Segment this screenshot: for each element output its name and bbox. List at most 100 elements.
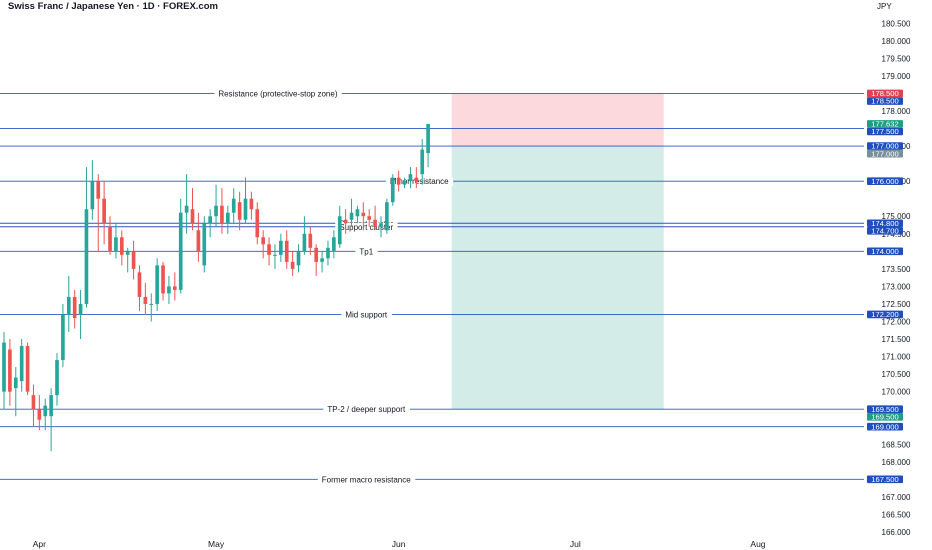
price-tick: 173.500	[882, 265, 911, 274]
candle-body	[66, 296, 71, 315]
candle	[320, 251, 324, 273]
level-label: Support cluster	[339, 223, 393, 232]
candle-body	[349, 212, 354, 220]
price-tick: 166.500	[882, 510, 911, 519]
candle	[373, 205, 377, 231]
price-tag-text: 177.632	[871, 119, 898, 128]
candle-body	[131, 251, 136, 269]
candle-body	[2, 342, 6, 392]
price-tag-text: 174.000	[871, 247, 898, 256]
candle	[19, 339, 24, 392]
price-tag: 174.800	[867, 219, 903, 228]
candle-body	[78, 303, 83, 315]
candle	[37, 395, 42, 431]
candle	[96, 174, 101, 252]
candle	[379, 216, 383, 238]
level-label-bg	[355, 247, 378, 257]
target-zone	[451, 146, 664, 410]
price-tick: 178.000	[882, 107, 911, 116]
level-label-bg	[385, 177, 454, 187]
price-tick: 175.000	[882, 212, 911, 221]
price-tag-text: 172.200	[871, 310, 898, 319]
price-tag-text: 169.500	[871, 405, 898, 414]
price-tag-bg	[867, 149, 903, 158]
price-tick: 172.000	[882, 317, 911, 326]
price-tag-text: 177.500	[871, 127, 898, 136]
candle	[13, 367, 18, 417]
candle	[78, 289, 83, 340]
price-tick: 167.000	[882, 493, 911, 502]
candle	[420, 139, 425, 185]
price-tick: 179.000	[882, 72, 911, 81]
candle	[190, 188, 195, 231]
candle	[214, 184, 218, 227]
position-tool[interactable]	[451, 93, 664, 410]
candle-body	[155, 265, 159, 304]
candle	[90, 160, 95, 220]
candle-body	[125, 251, 130, 255]
candle-body	[426, 123, 430, 154]
time-tick: Aug	[750, 539, 765, 549]
level-label: Resistance (protective-stop zone)	[218, 89, 338, 98]
candle	[2, 332, 6, 410]
candle	[390, 174, 395, 206]
candle-body	[72, 296, 77, 318]
price-tick: 173.000	[882, 282, 911, 291]
price-tag-bg	[867, 247, 903, 256]
candle	[143, 282, 148, 315]
level-label: Mid support	[345, 310, 388, 319]
price-tag-bg	[867, 97, 903, 105]
candle	[237, 191, 242, 231]
candle	[43, 398, 48, 431]
price-tag: 177.500	[867, 127, 903, 136]
horizontal-levels: Resistance (protective-stop zone) Minor r…	[0, 89, 864, 485]
candle-body	[172, 286, 177, 290]
candle-body	[61, 314, 65, 361]
candle	[273, 244, 277, 269]
candle-body	[249, 198, 254, 210]
candle-body	[361, 212, 366, 217]
price-tag: 174.700	[867, 226, 903, 235]
price-tag: 177.000	[867, 142, 903, 151]
currency-label: JPY	[877, 2, 892, 11]
candle	[25, 342, 30, 396]
candle-body	[202, 223, 207, 266]
candle	[84, 167, 89, 308]
candle-body	[279, 240, 283, 255]
price-tag-text: 174.700	[871, 226, 898, 235]
price-tag: 169.500	[867, 405, 903, 414]
level-label-bg	[214, 89, 342, 99]
candle	[296, 244, 301, 273]
candle-body	[220, 205, 224, 224]
candle	[125, 247, 130, 273]
time-axis[interactable]: Apr May Jun Jul Aug	[33, 539, 766, 549]
candle	[396, 170, 401, 192]
price-tag-bg	[867, 142, 903, 150]
time-tick: Jun	[392, 539, 406, 549]
price-tick: 180.500	[882, 19, 911, 28]
price-tick: 170.000	[882, 388, 911, 397]
candle	[402, 177, 407, 189]
candle	[367, 209, 372, 227]
price-tag: 167.500	[867, 475, 903, 484]
candle-body	[13, 377, 18, 389]
candle-body	[308, 233, 313, 248]
candle-body	[190, 209, 195, 224]
candle	[279, 233, 283, 262]
candle	[314, 244, 319, 276]
candle-body	[19, 346, 24, 382]
candle	[302, 216, 307, 255]
candle	[355, 205, 360, 224]
level-label-bg	[323, 405, 410, 415]
candle-body	[25, 346, 30, 392]
candle	[332, 230, 336, 259]
candle	[49, 388, 53, 452]
price-tag-bg	[867, 219, 903, 228]
candle-body	[196, 230, 201, 252]
candle-body	[37, 409, 42, 420]
candle-body	[137, 272, 142, 297]
candle-body	[90, 181, 95, 210]
price-tag-text: 178.500	[871, 97, 898, 106]
